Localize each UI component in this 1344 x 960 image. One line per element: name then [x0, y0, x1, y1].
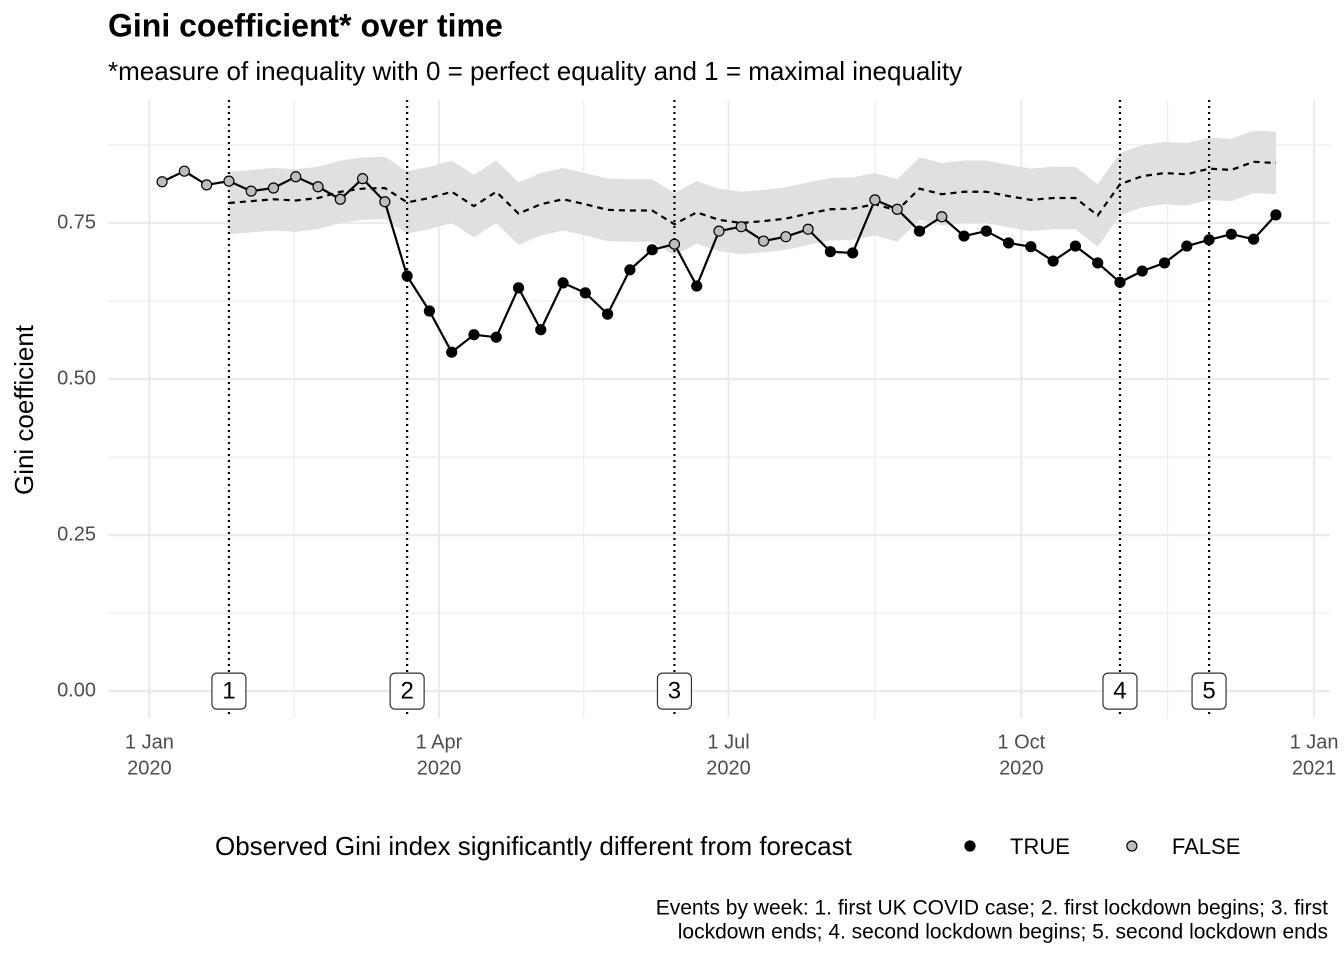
point — [1114, 276, 1126, 288]
y-axis-label: Gini coefficient — [9, 324, 39, 495]
point — [401, 270, 413, 282]
chart-title: Gini coefficient* over time — [108, 7, 503, 43]
legend-label: FALSE — [1172, 834, 1240, 859]
point — [223, 175, 235, 187]
caption: lockdown ends; 4. second lockdown begins… — [678, 921, 1328, 944]
point — [891, 203, 903, 215]
point — [423, 305, 436, 317]
point — [468, 329, 480, 341]
point — [757, 235, 770, 247]
point — [802, 223, 814, 235]
point — [668, 238, 681, 250]
point — [1181, 240, 1193, 252]
point — [913, 225, 926, 237]
point — [535, 324, 547, 336]
event-box — [1191, 672, 1227, 710]
point — [379, 196, 391, 208]
point — [936, 211, 948, 223]
event-box — [1102, 672, 1138, 710]
y-tick-label: 0.25 — [57, 523, 96, 545]
x-tick-label: 2020 — [127, 757, 172, 779]
point — [245, 185, 257, 197]
point — [691, 280, 703, 292]
point — [579, 287, 591, 299]
event-label: 5 — [1202, 678, 1215, 705]
point — [735, 221, 747, 233]
point — [1002, 237, 1015, 249]
point — [490, 331, 502, 343]
point — [980, 225, 992, 237]
point — [267, 182, 280, 194]
event-label: 1 — [222, 678, 235, 705]
caption: Events by week: 1. first UK COVID case; … — [656, 897, 1328, 920]
x-tick-label: 1 Jan — [125, 731, 174, 753]
point — [824, 246, 836, 258]
point — [356, 173, 369, 185]
point — [156, 176, 168, 188]
x-tick-label: 1 Jan — [1290, 731, 1339, 753]
point — [290, 171, 302, 183]
legend-swatch — [964, 840, 976, 852]
x-tick-label: 1 Apr — [416, 731, 463, 753]
forecast-line — [228, 160, 1276, 226]
point — [557, 277, 569, 289]
point — [1025, 241, 1037, 253]
point — [1158, 257, 1171, 269]
legend-title: Observed Gini index significantly differ… — [215, 831, 853, 861]
point — [624, 264, 636, 276]
point — [713, 225, 725, 237]
event-box — [389, 672, 425, 710]
point — [780, 231, 792, 243]
legend-label: TRUE — [1010, 834, 1070, 859]
point — [646, 244, 658, 256]
point — [602, 308, 614, 320]
point — [312, 181, 324, 193]
point — [1270, 209, 1282, 221]
legend-swatch — [1126, 840, 1138, 852]
event-box — [656, 672, 693, 710]
point — [1203, 234, 1215, 246]
point — [201, 179, 213, 191]
point — [869, 194, 881, 206]
point — [1248, 233, 1260, 245]
x-tick-label: 2020 — [417, 757, 462, 779]
y-tick-label: 0.50 — [57, 367, 96, 389]
forecast-band — [228, 130, 1276, 256]
point — [1092, 257, 1104, 269]
x-tick-label: 1 Oct — [997, 731, 1045, 753]
y-tick-label: 0.75 — [57, 211, 96, 233]
event-box — [211, 672, 247, 710]
point — [1136, 265, 1148, 277]
event-label: 3 — [668, 678, 681, 705]
point — [847, 247, 859, 259]
x-tick-label: 2020 — [706, 757, 751, 779]
x-tick-label: 2020 — [999, 757, 1044, 779]
point — [334, 193, 346, 205]
x-tick-label: 2021 — [1292, 757, 1337, 779]
point — [178, 165, 190, 177]
point — [446, 346, 458, 358]
point — [958, 230, 970, 242]
x-tick-label: 1 Jul — [707, 731, 749, 753]
event-label: 4 — [1113, 678, 1126, 705]
point — [1069, 240, 1082, 252]
point — [1225, 228, 1237, 240]
event-label: 2 — [400, 678, 413, 705]
chart-subtitle: *measure of inequality with 0 = perfect … — [108, 56, 962, 86]
point — [1047, 255, 1059, 267]
y-tick-label: 0.00 — [57, 679, 96, 701]
point — [512, 282, 525, 294]
